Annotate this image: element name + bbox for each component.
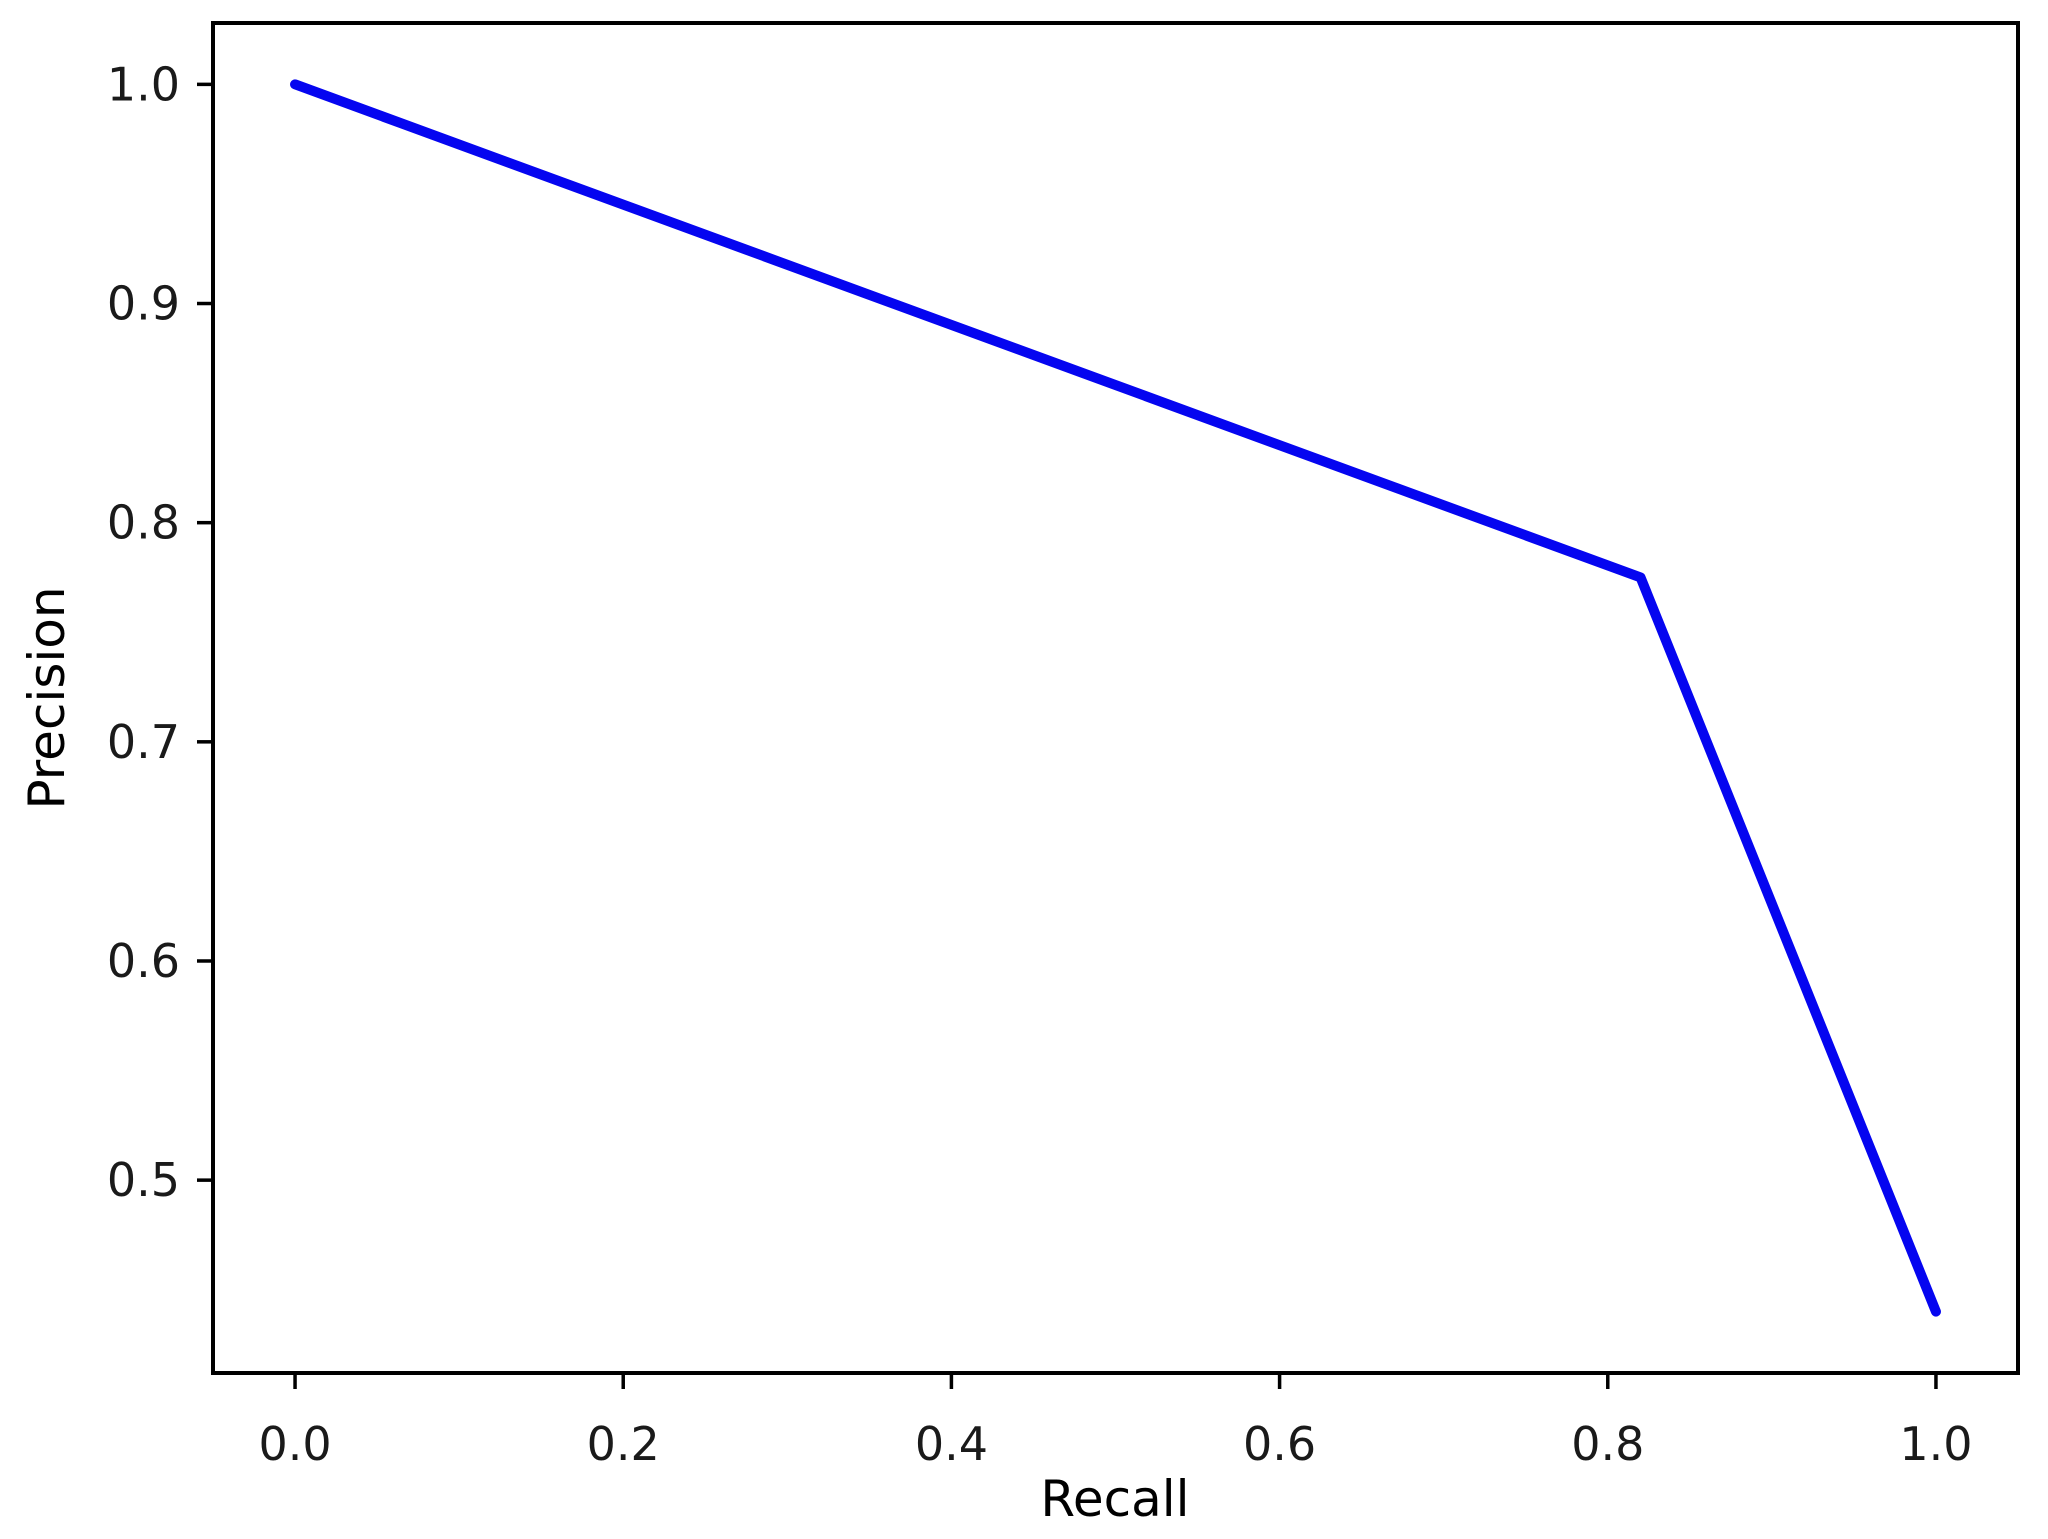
- y-axis-label: Precision: [18, 586, 76, 809]
- y-tick-label: 0.6: [107, 934, 180, 988]
- x-tick-label: 0.4: [915, 1417, 988, 1471]
- y-tick-label: 0.5: [107, 1153, 180, 1207]
- y-tick-label: 1.0: [107, 57, 180, 111]
- y-tick-label: 0.8: [107, 496, 180, 550]
- x-tick-label: 0.0: [258, 1417, 331, 1471]
- x-tick-label: 0.2: [587, 1417, 660, 1471]
- x-axis-label: Recall: [1040, 1470, 1189, 1528]
- y-tick-label: 0.7: [107, 715, 180, 769]
- plot-frame: [211, 21, 2020, 1375]
- plot-generated-layer: 0.0 0.2 0.4 0.6 0.8 1.0 0.5 0.6 0.7 0.8 0.9 1.0: [107, 21, 2020, 1471]
- precision-recall-curve-line: [290, 79, 1941, 1317]
- x-tick-label: 1.0: [1899, 1417, 1972, 1471]
- y-tick-label: 0.9: [107, 277, 180, 331]
- x-tick-label: 0.8: [1571, 1417, 1644, 1471]
- x-tick-label: 0.6: [1243, 1417, 1316, 1471]
